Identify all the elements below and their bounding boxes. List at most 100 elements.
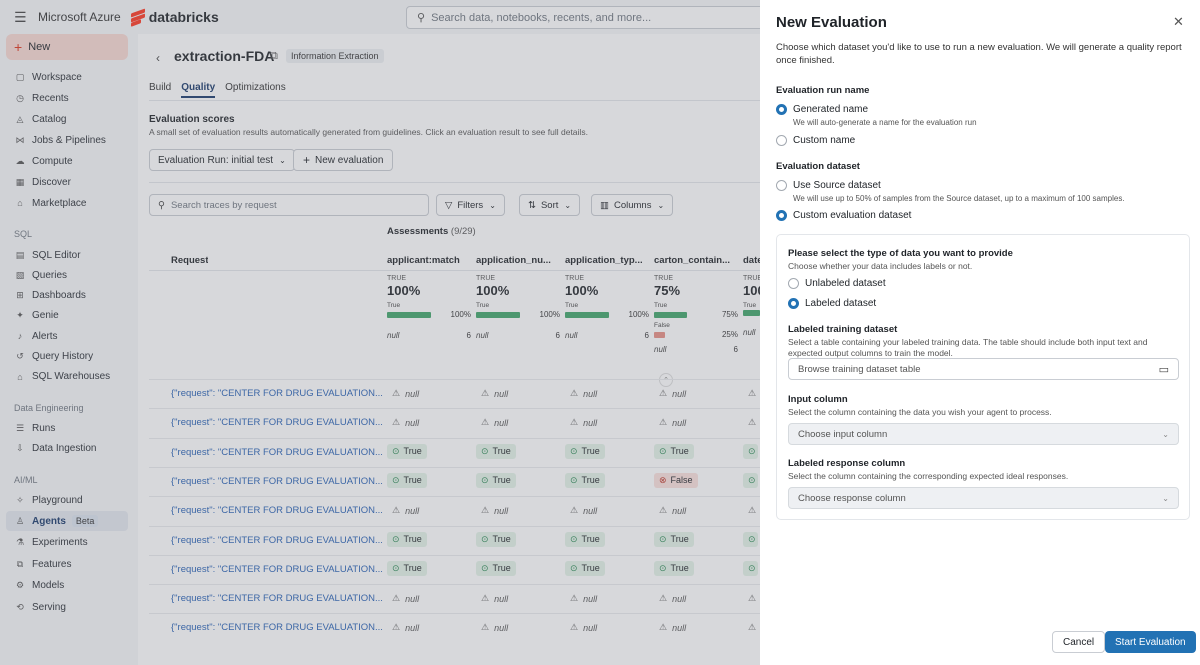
assessment-cell[interactable]: ⚠ null (481, 388, 508, 399)
sidebar-item-sql-editor[interactable]: ▤ SQL Editor (6, 245, 128, 265)
request-link[interactable]: {"request": "CENTER FOR DRUG EVALUATION.… (171, 475, 383, 487)
trace-search-input[interactable]: ⚲ Search traces by request (149, 194, 429, 216)
assessment-cell[interactable]: ⊙True (565, 531, 605, 547)
assessment-cell[interactable]: ⚠ null (481, 417, 508, 428)
sidebar-item-sql-warehouses[interactable]: ⌂ SQL Warehouses (6, 367, 128, 387)
assessment-cell[interactable]: ⚠ null (659, 417, 686, 428)
assessment-cell[interactable]: ⊙True (743, 472, 758, 488)
sidebar-item-features[interactable]: ⧉ Features (6, 554, 128, 574)
assessment-cell[interactable]: ⚠ null (659, 593, 686, 604)
scroll-up-icon[interactable]: ⌃ (659, 373, 673, 387)
assessment-cell[interactable]: ⚠ null (392, 505, 419, 516)
assessment-column-header[interactable]: date (743, 255, 760, 266)
sidebar-item-agents[interactable]: ♙ Agents Beta (6, 511, 128, 532)
assessment-cell[interactable]: ⊙True (654, 443, 694, 459)
assessment-column-header[interactable]: applicant:match (387, 255, 460, 266)
assessment-cell[interactable]: ⊙True (654, 560, 694, 576)
sidebar-item-serving[interactable]: ⟲ Serving (6, 597, 128, 617)
filters-button[interactable]: ▽ Filters ⌄ (436, 194, 505, 216)
assessment-cell[interactable]: ⚠ null (570, 388, 597, 399)
sidebar-item-discover[interactable]: ▦ Discover (6, 172, 128, 192)
global-search-input[interactable]: ⚲ Search data, notebooks, recents, and m… (406, 6, 826, 29)
assessment-summary[interactable]: TRUE 75% True 75% False 25% null 6 (654, 275, 738, 354)
sidebar-item-queries[interactable]: ▧ Queries (6, 265, 128, 285)
assessment-cell[interactable]: ⊙True (565, 443, 605, 459)
assessment-cell[interactable]: ⊙True (387, 472, 427, 488)
sidebar-item-query-history[interactable]: ↺ Query History (6, 347, 128, 367)
close-icon[interactable]: ✕ (1173, 14, 1184, 29)
assessment-cell[interactable]: ⚠ null (392, 388, 419, 399)
assessment-cell[interactable]: ⊙True (565, 472, 605, 488)
tab-quality[interactable]: Quality (181, 82, 216, 98)
assessment-cell[interactable]: ⊙True (476, 472, 516, 488)
menu-icon[interactable]: ☰ (14, 8, 27, 25)
sidebar-item-compute[interactable]: ☁ Compute (6, 151, 128, 171)
assessment-cell[interactable]: ⚠ null (659, 622, 686, 633)
assessment-cell[interactable]: ⚠ null (481, 505, 508, 516)
columns-button[interactable]: ▥ Columns ⌄ (591, 194, 674, 216)
request-link[interactable]: {"request": "CENTER FOR DRUG EVALUATION.… (171, 417, 383, 429)
request-link[interactable]: {"request": "CENTER FOR DRUG EVALUATION.… (171, 563, 383, 575)
unlabeled-dataset-radio[interactable]: Unlabeled dataset (788, 278, 886, 289)
assessment-cell[interactable]: ⚠ null (392, 622, 419, 633)
assessment-cell[interactable]: ⊙True (743, 443, 758, 459)
request-link[interactable]: {"request": "CENTER FOR DRUG EVALUATION.… (171, 622, 383, 634)
assessment-cell[interactable]: ⚠ null (570, 622, 597, 633)
modal-backdrop[interactable] (0, 0, 760, 665)
assessment-cell[interactable]: ⊗ False (654, 472, 698, 488)
sidebar-item-playground[interactable]: ✧ Playground (6, 490, 128, 510)
request-link[interactable]: {"request": "CENTER FOR DRUG EVALUATION.… (171, 388, 383, 399)
assessment-cell[interactable]: ⊙True (743, 560, 758, 576)
sidebar-item-runs[interactable]: ☰ Runs (6, 418, 128, 438)
evaluation-run-select[interactable]: Evaluation Run: initial test ⌄ (149, 149, 295, 171)
sidebar-item-experiments[interactable]: ⚗ Experiments (6, 533, 128, 553)
assessment-cell[interactable]: ⊙True (476, 560, 516, 576)
folder-icon[interactable]: ▭ (1158, 363, 1169, 376)
request-link[interactable]: {"request": "CENTER FOR DRUG EVALUATION.… (171, 505, 383, 517)
tab-build[interactable]: Build (149, 82, 172, 93)
databricks-logo[interactable]: databricks (130, 8, 219, 27)
assessment-column-header[interactable]: application_nu... (476, 255, 551, 266)
assessment-column-header[interactable]: application_typ... (565, 255, 643, 266)
sidebar-item-dashboards[interactable]: ⊞ Dashboards (6, 286, 128, 306)
sidebar-item-data-ingestion[interactable]: ⇩ Data Ingestion (6, 439, 128, 459)
assessment-cell[interactable]: ⊙True (476, 443, 516, 459)
assessment-summary[interactable]: TRUE 100% True 100% null 6 (476, 275, 560, 340)
assessment-cell[interactable]: ⚠ null (570, 593, 597, 604)
assessment-cell[interactable]: ⊙True (654, 531, 694, 547)
sidebar-item-alerts[interactable]: ♪ Alerts (6, 326, 128, 346)
sidebar-item-workspace[interactable]: ▢ Workspace (6, 67, 128, 87)
assessment-cell[interactable]: ⊙True (565, 560, 605, 576)
custom-name-radio[interactable]: Custom name (776, 135, 855, 146)
sidebar-item-recents[interactable]: ◷ Recents (6, 88, 128, 108)
assessment-summary[interactable]: TRUE 100% True 100% null 6 (387, 275, 471, 340)
assessment-cell[interactable]: ⚠ null (392, 593, 419, 604)
input-column-select[interactable]: Choose input column ⌄ (788, 423, 1179, 445)
assessment-cell[interactable]: ⚠ null (481, 622, 508, 633)
assessment-cell[interactable]: ⊙True (387, 443, 427, 459)
copy-icon[interactable]: ⧉ (270, 50, 278, 62)
assessment-cell[interactable]: ⚠ null (481, 593, 508, 604)
sidebar-item-jobs-pipelines[interactable]: ⋈ Jobs & Pipelines (6, 130, 128, 150)
response-column-select[interactable]: Choose response column ⌄ (788, 487, 1179, 509)
assessment-cell[interactable]: ⊙True (743, 531, 758, 547)
assessment-cell[interactable]: ⊙True (387, 531, 427, 547)
labeled-dataset-radio[interactable]: Labeled dataset (788, 298, 876, 309)
request-link[interactable]: {"request": "CENTER FOR DRUG EVALUATION.… (171, 534, 383, 546)
sidebar-item-genie[interactable]: ✦ Genie (6, 306, 128, 326)
assessment-cell[interactable]: ⚠ null (392, 417, 419, 428)
training-dataset-input[interactable]: Browse training dataset table ▭ (788, 358, 1179, 380)
tab-optimizations[interactable]: Optimizations (225, 82, 286, 93)
start-evaluation-button[interactable]: Start Evaluation (1105, 631, 1196, 653)
assessment-cell[interactable]: ⊙True (476, 531, 516, 547)
generated-name-radio[interactable]: Generated name (776, 104, 868, 115)
sidebar-item-models[interactable]: ⚙ Models (6, 576, 128, 596)
custom-dataset-radio[interactable]: Custom evaluation dataset (776, 210, 911, 221)
assessment-summary[interactable]: TRUE 100% True 100% null 6 (565, 275, 649, 340)
back-chevron-icon[interactable]: ‹ (156, 51, 160, 65)
use-source-dataset-radio[interactable]: Use Source dataset (776, 180, 881, 191)
request-column-header[interactable]: Request (171, 255, 209, 266)
new-evaluation-button[interactable]: + New evaluation (293, 149, 394, 171)
cancel-button[interactable]: Cancel (1052, 631, 1106, 653)
